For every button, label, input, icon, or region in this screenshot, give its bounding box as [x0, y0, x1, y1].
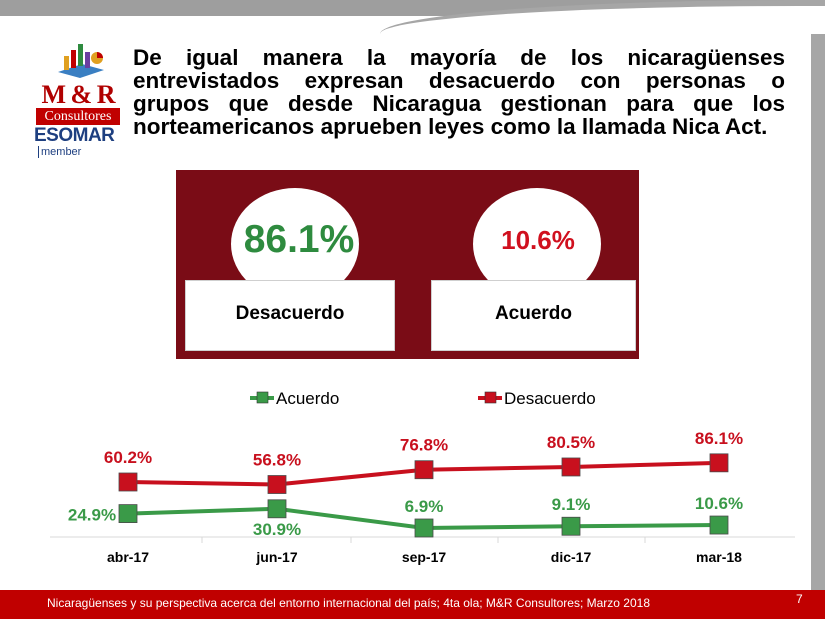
data-point	[414, 518, 434, 538]
data-label: 86.1%	[695, 429, 743, 448]
headline-line: De igual manera la mayoría de los nicara…	[133, 45, 785, 70]
x-tick-label: mar-18	[696, 549, 742, 565]
agree-box: Acuerdo	[431, 280, 636, 351]
data-label: 30.9%	[253, 520, 301, 539]
data-point	[709, 453, 729, 473]
data-point	[267, 475, 287, 494]
tablet-chart-icon	[58, 44, 104, 78]
disagree-label: Desacuerdo	[235, 303, 345, 324]
data-label: 10.6%	[695, 494, 743, 513]
legend-label: Acuerdo	[276, 389, 339, 408]
data-label: 24.9%	[68, 506, 116, 525]
data-point	[561, 457, 581, 477]
logo-org: ESOMAR	[34, 125, 115, 146]
data-point	[709, 515, 729, 535]
footer-bar: Nicaragüenses y su perspectiva acerca de…	[0, 590, 825, 619]
logo-member: member	[38, 146, 81, 158]
legend-marker	[256, 391, 269, 404]
x-axis: abr-17 jun-17 sep-17 dic-17 mar-18	[50, 536, 795, 565]
data-point	[118, 504, 138, 523]
data-point	[561, 516, 581, 536]
chart-series: 24.9% 30.9% 6.9% 9.1% 10.6% 60.2% 56.8% 76.8% 80…	[68, 429, 743, 539]
right-frame	[811, 0, 825, 590]
trend-chart: Acuerdo Desacuerdo abr-17 jun-17 sep-17 dic-…	[50, 389, 795, 565]
disagree-value: 86.1%	[243, 218, 355, 261]
legend-marker	[484, 391, 497, 404]
data-label: 60.2%	[104, 448, 152, 467]
legend-label: Desacuerdo	[504, 389, 596, 408]
page-number: 7	[796, 592, 803, 606]
data-label: 80.5%	[547, 433, 595, 452]
agree-label: Acuerdo	[494, 303, 573, 324]
logo-brand: M & R	[41, 80, 116, 109]
x-tick-label: sep-17	[402, 549, 447, 565]
x-tick-label: dic-17	[551, 549, 592, 565]
disagree-box: Desacuerdo	[185, 280, 395, 351]
headline-line: grupos que desde Nicaragua gestionan par…	[133, 91, 785, 116]
company-logo: M & R Consultores ESOMAR member	[32, 36, 124, 158]
data-label: 56.8%	[253, 451, 301, 470]
footer-source: Nicaragüenses y su perspectiva acerca de…	[47, 596, 650, 610]
chart-legend: Acuerdo Desacuerdo	[250, 389, 596, 408]
data-label: 9.1%	[552, 495, 591, 514]
x-tick-label: abr-17	[107, 549, 149, 565]
logo-subtitle: Consultores	[36, 108, 120, 125]
headline: De igual manera la mayoría de los nicara…	[133, 46, 785, 115]
agree-value: 10.6%	[501, 225, 575, 255]
headline-last-line: norteamericanos aprueben leyes como la l…	[133, 114, 768, 139]
headline-line: entrevistados expresan desacuerdo con pe…	[133, 68, 785, 93]
data-label: 76.8%	[400, 436, 448, 455]
x-tick-label: jun-17	[255, 549, 297, 565]
summary-panel: Desacuerdo Acuerdo 86.1% 10.6%	[176, 170, 639, 359]
data-point	[414, 460, 434, 480]
data-point	[118, 472, 138, 492]
data-label: 6.9%	[405, 497, 444, 516]
data-point	[267, 499, 287, 519]
